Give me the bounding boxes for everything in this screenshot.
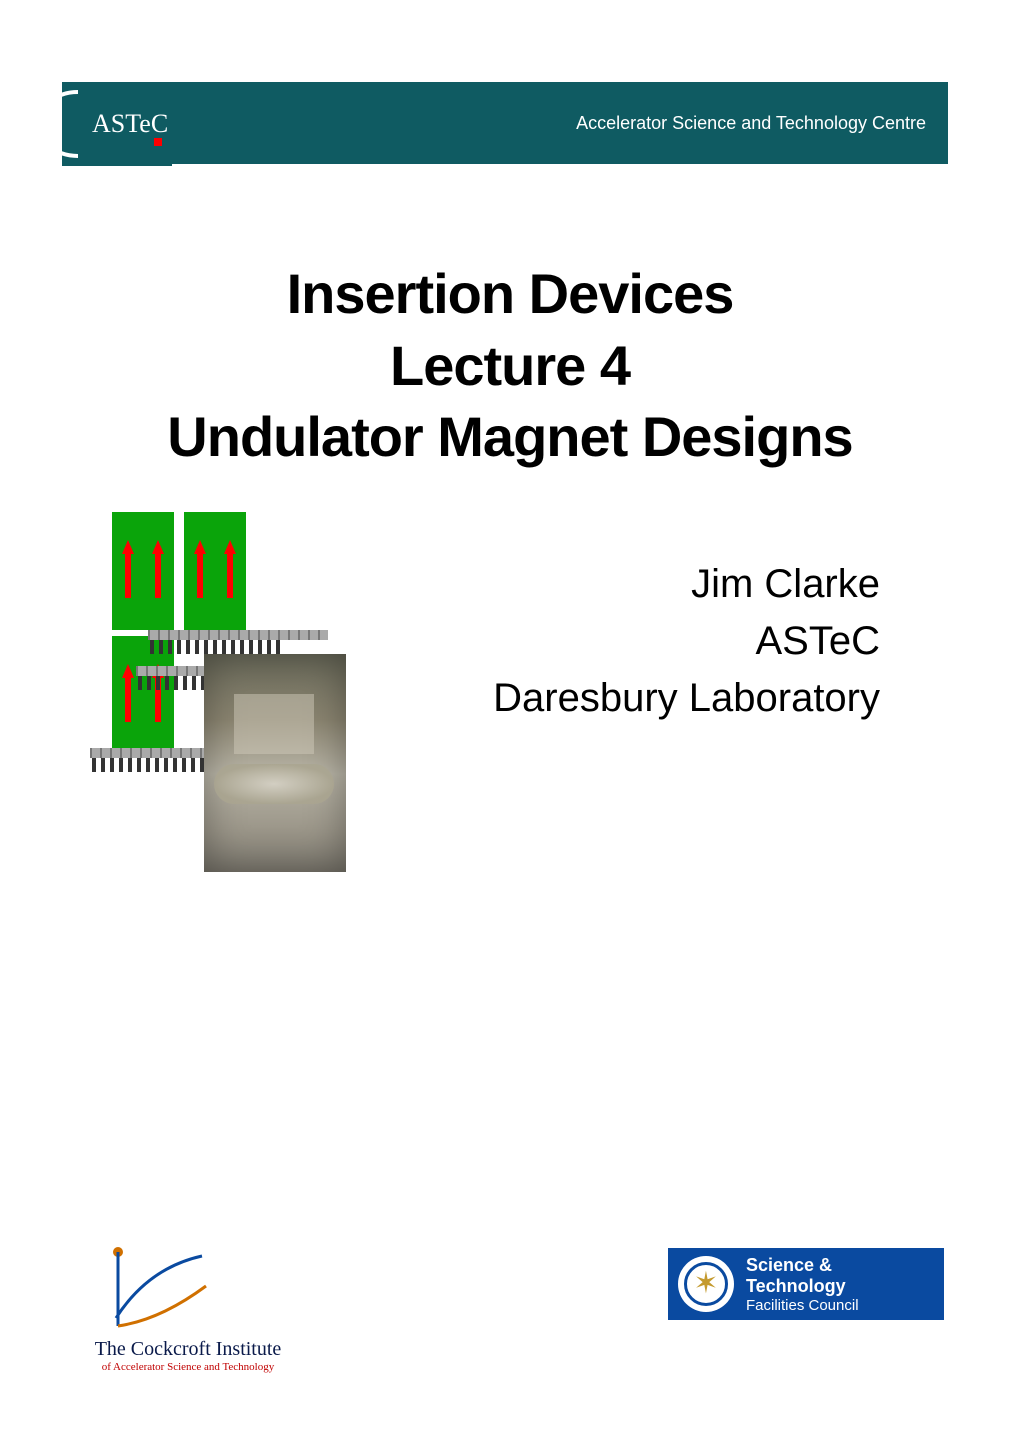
cockcroft-subtitle: of Accelerator Science and Technology <box>78 1361 298 1373</box>
header-text: Accelerator Science and Technology Centr… <box>576 113 926 134</box>
author-affiliation-2: Daresbury Laboratory <box>400 670 880 727</box>
astec-logo: ASTeC <box>62 80 172 168</box>
author-affiliation-1: ASTeC <box>400 613 880 670</box>
author-block: Jim Clarke ASTeC Daresbury Laboratory <box>400 556 880 726</box>
stfc-line-2: Facilities Council <box>746 1297 934 1314</box>
stfc-badge-icon <box>678 1256 734 1312</box>
stfc-line-1: Science & Technology <box>746 1255 934 1297</box>
cockcroft-graphic-icon <box>88 1244 208 1334</box>
title-line-3: Undulator Magnet Designs <box>0 401 1020 473</box>
undulator-photo <box>204 654 346 872</box>
stfc-logo: Science & Technology Facilities Council <box>668 1248 944 1320</box>
cockcroft-logo: The Cockcroft Institute of Accelerator S… <box>78 1244 298 1384</box>
figure <box>88 512 344 872</box>
magnet-block <box>112 512 174 630</box>
slide-title: Insertion Devices Lecture 4 Undulator Ma… <box>0 258 1020 473</box>
cockcroft-title: The Cockcroft Institute <box>78 1338 298 1361</box>
header-band: Accelerator Science and Technology Centr… <box>70 82 948 164</box>
magnet-block <box>184 512 246 630</box>
title-line-2: Lecture 4 <box>0 330 1020 402</box>
author-name: Jim Clarke <box>400 556 880 613</box>
title-line-1: Insertion Devices <box>0 258 1020 330</box>
astec-logo-text: ASTeC <box>92 109 168 138</box>
